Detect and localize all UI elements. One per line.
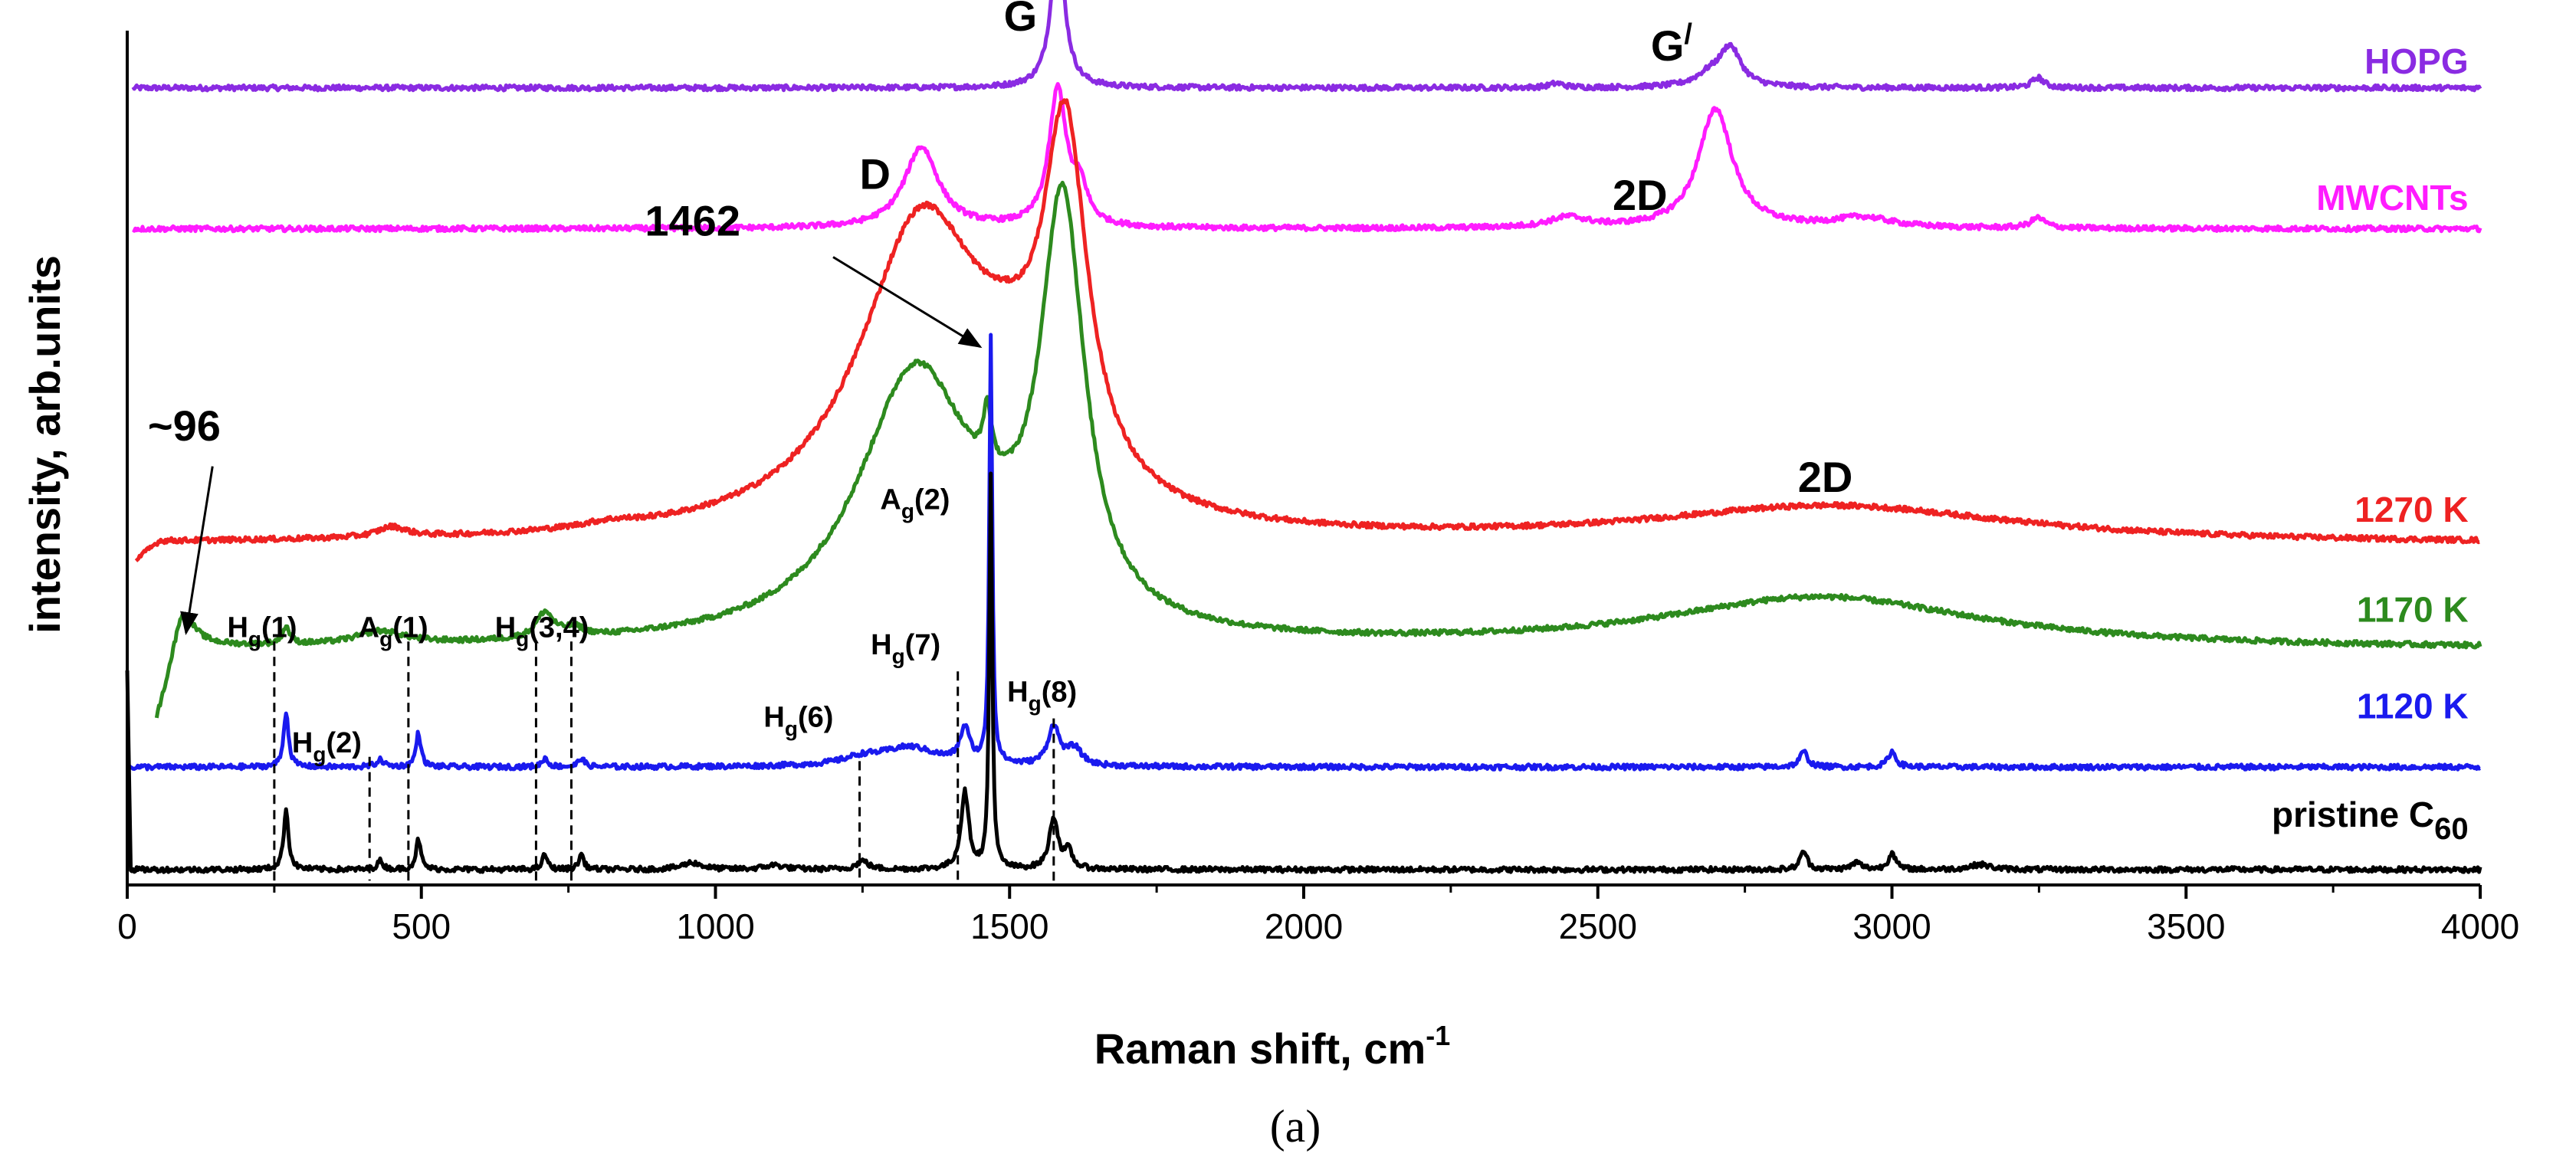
mode-label-7: Hg(8) xyxy=(1007,676,1077,715)
mode-label-paren: (3,4) xyxy=(529,612,589,644)
series-label-5: pristine C60 xyxy=(2272,795,2469,846)
series-label-text: 1270 K xyxy=(2354,490,2468,529)
y-axis-title: intensity, arb.units xyxy=(21,255,69,634)
peak-annotation-text: G xyxy=(1004,0,1038,40)
series-line-mwcnts xyxy=(131,82,2482,234)
mode-label-subscript: g xyxy=(313,742,326,766)
peak-annotation-1: G/ xyxy=(1651,18,1693,70)
mode-label-1: Ag(1) xyxy=(359,612,428,651)
mode-label-main: H xyxy=(292,727,313,759)
series-label-text: MWCNTs xyxy=(2316,178,2468,218)
mode-label-6: Ag(2) xyxy=(880,483,950,523)
x-tick-label-7: 3500 xyxy=(2147,906,2225,946)
mode-label-paren: (8) xyxy=(1042,676,1077,708)
x-tick-label-2: 1000 xyxy=(676,906,754,946)
x-tick-label-4: 2000 xyxy=(1265,906,1343,946)
peak-annotation-4: 2D xyxy=(1798,453,1853,501)
x-tick-label-6: 3000 xyxy=(1852,906,1931,946)
mode-label-paren: (7) xyxy=(905,629,940,661)
mode-label-main: H xyxy=(763,702,784,734)
series-label-text: HOPG xyxy=(2364,41,2468,81)
series-label-text: pristine C xyxy=(2272,795,2434,834)
peak-annotation-text: 2D xyxy=(1798,453,1853,501)
x-tick-label-1: 500 xyxy=(392,906,451,946)
x-tick-label-3: 1500 xyxy=(970,906,1048,946)
mode-label-paren: (1) xyxy=(261,612,297,644)
callout-label-1: ~96 xyxy=(148,401,221,450)
mode-label-subscript: g xyxy=(248,628,261,651)
mode-label-subscript: g xyxy=(785,717,798,741)
mode-label-paren: (2) xyxy=(914,483,950,516)
mode-label-main: H xyxy=(1007,676,1028,708)
callout-arrow-0 xyxy=(832,256,983,349)
mode-label-paren: (6) xyxy=(798,702,833,734)
series-label-text: 1120 K xyxy=(2357,687,2469,726)
x-tick-label-5: 2500 xyxy=(1559,906,1637,946)
mode-label-main: A xyxy=(359,612,379,644)
series-label-4: 1120 K xyxy=(2357,687,2469,726)
mode-label-main: A xyxy=(880,483,901,516)
series-line-hopg xyxy=(131,0,2482,93)
mode-label-4: Hg(6) xyxy=(763,702,833,741)
x-axis-title: Raman shift, cm-1 xyxy=(1094,1020,1451,1073)
peak-annotation-0: G xyxy=(1004,0,1038,40)
mode-label-main: H xyxy=(227,612,248,644)
peak-annotation-3: 2D xyxy=(1613,171,1668,219)
mode-label-subscript: g xyxy=(1029,691,1042,715)
mode-label-2: Hg(3,4) xyxy=(495,612,589,651)
series-line-1170-k xyxy=(154,180,2482,719)
plot-layer: HOPG MWCNTs 1270 K 1170 K 1120 K pristine C60… xyxy=(117,0,2519,946)
series-line-1120-k xyxy=(126,333,2481,772)
peak-annotation-text: G xyxy=(1651,21,1685,70)
series-label-3: 1170 K xyxy=(2357,590,2469,630)
panel-label: (a) xyxy=(1270,1101,1321,1152)
series-label-subscript: 60 xyxy=(2434,812,2469,846)
peak-annotation-2: D xyxy=(860,149,891,198)
mode-label-5: Hg(7) xyxy=(871,629,940,668)
mode-label-subscript: g xyxy=(516,628,529,651)
mode-label-subscript: g xyxy=(379,628,392,651)
series-label-text: 1170 K xyxy=(2357,590,2469,630)
series-label-2: 1270 K xyxy=(2354,490,2468,529)
mode-label-0: Hg(1) xyxy=(227,612,297,651)
mode-label-3: Hg(2) xyxy=(292,727,362,766)
peak-annotation-superscript: / xyxy=(1684,18,1692,51)
peak-annotation-text: 2D xyxy=(1613,171,1668,219)
series-line-pristine-c xyxy=(125,471,2482,874)
x-tick-label-8: 4000 xyxy=(2441,906,2519,946)
mode-label-paren: (1) xyxy=(392,612,428,644)
callout-label-0: 1462 xyxy=(645,197,740,245)
x-axis-title-main: Raman shift, cm xyxy=(1094,1024,1426,1073)
x-axis-title-superscript: -1 xyxy=(1426,1020,1450,1051)
callout-arrow-1 xyxy=(180,466,214,636)
series-label-0: HOPG xyxy=(2364,41,2468,81)
series-label-1: MWCNTs xyxy=(2316,178,2468,218)
mode-label-paren: (2) xyxy=(326,727,361,759)
x-tick-label-0: 0 xyxy=(117,906,137,946)
series-line-1270-k xyxy=(134,98,2481,562)
mode-label-main: H xyxy=(871,629,891,661)
mode-label-main: H xyxy=(495,612,516,644)
mode-label-subscript: g xyxy=(892,644,905,668)
peak-annotation-text: D xyxy=(860,149,891,198)
mode-label-subscript: g xyxy=(901,499,914,523)
